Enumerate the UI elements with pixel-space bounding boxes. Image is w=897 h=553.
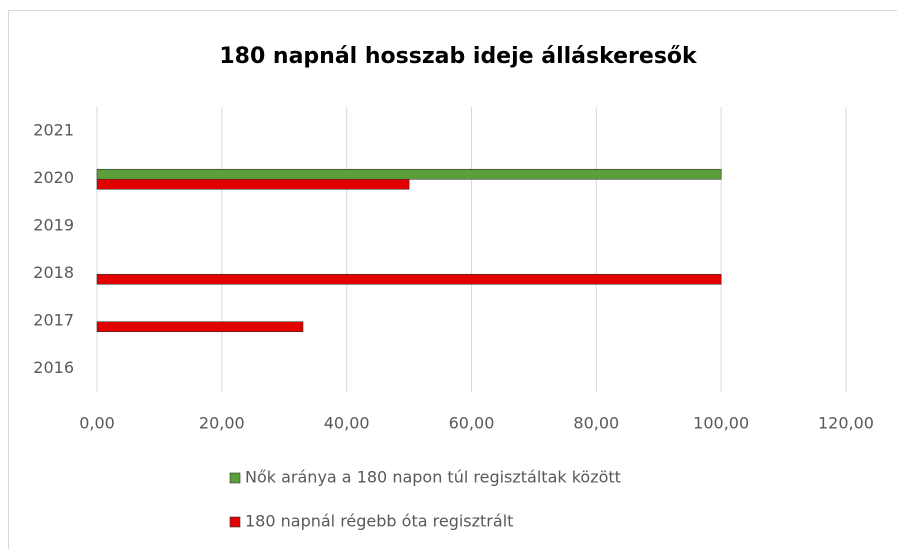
chart-title: 180 napnál hosszab ideje álláskeresők (219, 44, 698, 69)
bar (97, 179, 409, 189)
x-tick-label: 60,00 (449, 414, 495, 433)
y-tick-label: 2016 (33, 358, 74, 377)
x-tick-label: 80,00 (573, 414, 619, 433)
legend-label: 180 napnál régebb óta regisztrált (245, 512, 513, 531)
x-tick-label: 0,00 (79, 414, 115, 433)
legend-label: Nők aránya a 180 napon túl regisztáltak … (245, 468, 621, 487)
x-tick-label: 120,00 (818, 414, 874, 433)
x-tick-label: 20,00 (199, 414, 245, 433)
y-tick-label: 2019 (33, 215, 74, 234)
bar (97, 169, 721, 179)
legend-swatch (230, 473, 240, 483)
y-tick-label: 2018 (33, 263, 74, 282)
x-tick-label: 100,00 (693, 414, 749, 433)
bar (97, 322, 303, 332)
y-tick-label: 2021 (33, 120, 74, 139)
legend-swatch (230, 517, 240, 527)
y-tick-label: 2020 (33, 168, 74, 187)
x-tick-label: 40,00 (324, 414, 370, 433)
y-tick-label: 2017 (33, 310, 74, 329)
bar (97, 274, 721, 284)
